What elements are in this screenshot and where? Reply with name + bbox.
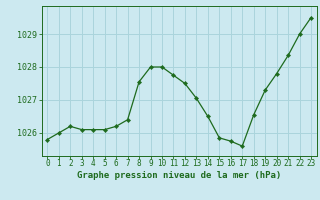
X-axis label: Graphe pression niveau de la mer (hPa): Graphe pression niveau de la mer (hPa) xyxy=(77,171,281,180)
